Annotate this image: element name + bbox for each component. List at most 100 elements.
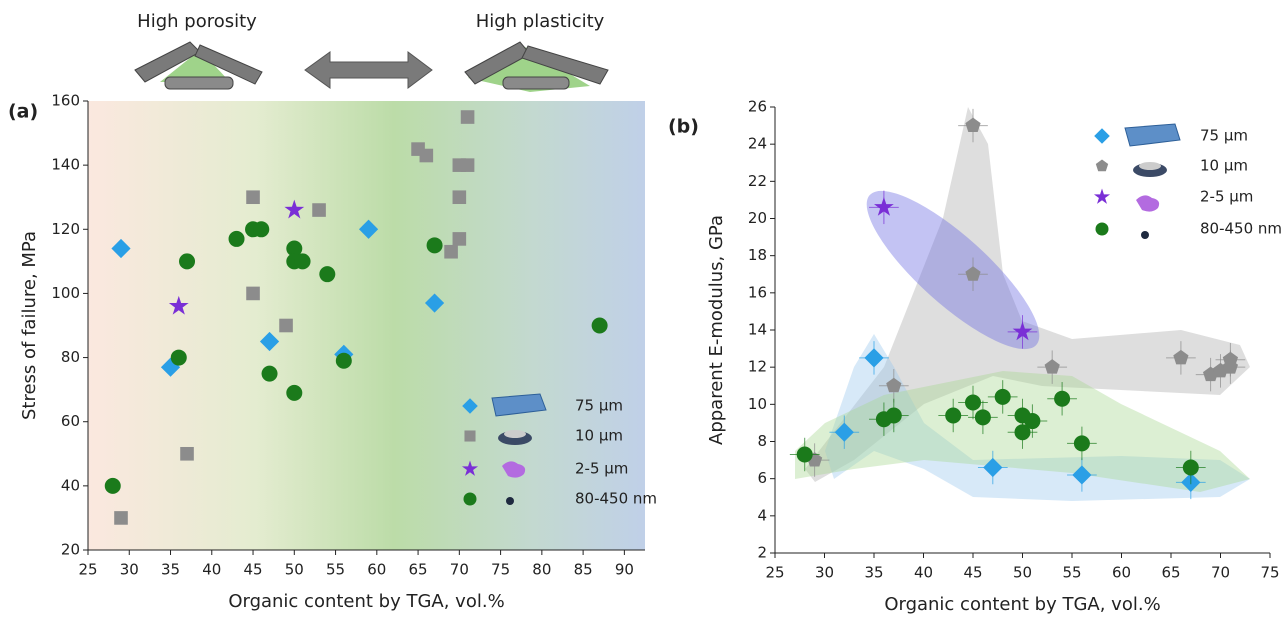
x-tick-label: 90: [615, 561, 634, 579]
point: [419, 148, 434, 163]
y-tick-label: 160: [51, 92, 80, 110]
y-tick-label: 100: [51, 284, 80, 302]
x-tick-label: 85: [574, 561, 593, 579]
legend-label: 2-5 µm: [575, 460, 628, 478]
point: [460, 110, 475, 124]
y-axis-title: Apparent E-modulus, GPa: [706, 215, 727, 445]
legend-marker: [1094, 128, 1110, 144]
y-tick-label: 10: [748, 395, 767, 413]
y-tick-label: 22: [748, 172, 767, 190]
x-tick-label: 40: [202, 561, 221, 579]
y-tick-label: 24: [748, 135, 767, 153]
point: [253, 221, 270, 238]
x-tick-label: 40: [914, 564, 933, 582]
x-tick-label: 35: [161, 561, 180, 579]
point: [286, 384, 303, 401]
point: [974, 409, 991, 426]
y-tick-label: 80: [61, 348, 80, 366]
x-axis-title: Organic content by TGA, vol.%: [228, 591, 504, 612]
y-tick-label: 4: [757, 506, 767, 524]
purple-region: [866, 190, 1040, 350]
point: [965, 266, 981, 281]
x-tick-label: 75: [491, 561, 510, 579]
legend-icons: [491, 123, 1181, 505]
x-tick-label: 30: [815, 564, 834, 582]
x-tick-label: 75: [1260, 564, 1279, 582]
point: [1073, 435, 1090, 452]
porosity-icon: [134, 41, 263, 90]
point: [424, 293, 445, 313]
y-tick-label: 20: [61, 541, 80, 559]
point: [286, 240, 303, 257]
point: [983, 457, 1003, 478]
plasticity-icon: [464, 41, 609, 92]
x-tick-label: 60: [1112, 564, 1131, 582]
blue-region: [825, 334, 1250, 501]
legend-label: 75 µm: [575, 397, 623, 415]
point: [179, 253, 196, 270]
point: [834, 422, 854, 442]
point: [246, 286, 260, 301]
point: [885, 407, 902, 424]
legend-marker: [1093, 188, 1111, 204]
arrow: [304, 51, 433, 89]
point: [886, 377, 902, 393]
point: [358, 219, 379, 239]
x-tick-label: 25: [78, 561, 97, 579]
x-tick-label: 65: [409, 561, 428, 579]
point: [1054, 390, 1071, 407]
x-tick-label: 55: [1062, 564, 1081, 582]
point: [864, 348, 884, 368]
header-right: High plasticity: [476, 11, 605, 32]
legend-label: 75 µm: [1200, 127, 1248, 145]
legend-label: 2-5 µm: [1200, 188, 1253, 206]
point: [444, 244, 458, 259]
point: [874, 196, 894, 216]
x-tick-label: 65: [1161, 564, 1180, 582]
point: [294, 253, 311, 270]
point: [261, 365, 278, 382]
x-tick-label: 60: [367, 561, 386, 579]
x-tick-label: 35: [864, 564, 883, 582]
point: [335, 352, 352, 369]
point: [312, 203, 326, 217]
y-tick-label: 40: [61, 476, 80, 494]
point: [994, 388, 1011, 405]
legend-label: 10 µm: [575, 427, 623, 445]
point: [1044, 359, 1060, 374]
y-tick-label: 14: [748, 321, 767, 339]
point: [1222, 359, 1239, 374]
point: [460, 158, 475, 172]
point: [114, 511, 128, 525]
point: [104, 477, 121, 494]
x-tick-label: 50: [1013, 564, 1032, 582]
panel-label: (b): [668, 116, 699, 138]
y-tick-label: 140: [51, 156, 80, 174]
legend-marker: [1095, 222, 1109, 236]
x-tick-label: 55: [326, 561, 345, 579]
point: [228, 230, 245, 247]
x-tick-label: 70: [1211, 564, 1230, 582]
point: [168, 295, 189, 315]
y-tick-label: 18: [748, 246, 767, 264]
x-tick-label: 70: [450, 561, 469, 579]
legend-marker: [461, 460, 479, 476]
x-tick-label: 45: [243, 561, 262, 579]
point: [945, 407, 962, 424]
y-axis-title: Stress of failure, MPa: [19, 231, 40, 420]
plot-background: [88, 101, 645, 550]
y-tick-label: 12: [748, 358, 767, 376]
point: [452, 232, 467, 246]
x-axis-title: Organic content by TGA, vol.%: [884, 594, 1160, 615]
point: [111, 238, 131, 259]
point: [1012, 321, 1033, 341]
point: [160, 357, 181, 377]
point: [279, 318, 293, 333]
legend-label: 80-450 nm: [1200, 220, 1282, 238]
legend-label: 10 µm: [1200, 157, 1248, 175]
point: [965, 394, 981, 411]
legend-marker: [1095, 159, 1109, 172]
y-tick-label: 120: [51, 220, 80, 238]
y-tick-label: 6: [757, 469, 767, 487]
